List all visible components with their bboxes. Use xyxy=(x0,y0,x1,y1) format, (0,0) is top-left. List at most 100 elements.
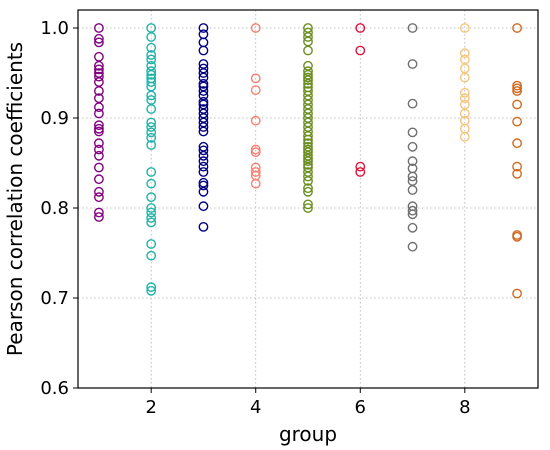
x-tick-label: 8 xyxy=(459,397,470,418)
data-point xyxy=(94,192,104,203)
data-point xyxy=(407,171,418,182)
data-point xyxy=(94,150,104,161)
data-point xyxy=(94,212,104,222)
x-axis-label: group xyxy=(279,422,337,446)
data-point xyxy=(94,186,104,197)
data-point xyxy=(459,93,470,104)
data-point xyxy=(407,98,418,109)
data-point xyxy=(512,138,522,149)
plot-frame xyxy=(77,9,539,389)
data-point xyxy=(198,156,209,167)
data-point xyxy=(94,123,104,134)
x-tick-label: 4 xyxy=(250,397,261,418)
data-point xyxy=(94,138,104,149)
series-group-6 xyxy=(355,23,366,177)
data-point xyxy=(94,86,104,96)
series-group-8 xyxy=(459,23,470,142)
data-point xyxy=(146,54,157,65)
data-point xyxy=(407,222,418,233)
data-point xyxy=(94,33,104,44)
data-point xyxy=(407,209,418,220)
data-point xyxy=(407,59,418,69)
data-point xyxy=(94,108,104,119)
data-point xyxy=(459,87,470,98)
y-tick-label: 0.8 xyxy=(40,198,69,219)
data-point xyxy=(303,134,313,145)
y-tick-label: 0.7 xyxy=(40,288,69,309)
data-point xyxy=(303,199,313,210)
data-point xyxy=(250,73,261,84)
data-point xyxy=(355,161,366,172)
series-group-3 xyxy=(198,23,209,232)
data-point xyxy=(250,85,261,96)
series-group-4 xyxy=(250,23,261,189)
data-point xyxy=(198,86,209,96)
data-point xyxy=(250,23,261,33)
data-point xyxy=(146,122,157,132)
data-point xyxy=(512,288,522,299)
data-point xyxy=(198,23,209,33)
data-point xyxy=(250,147,261,158)
data-point xyxy=(94,207,104,218)
data-point xyxy=(459,23,470,33)
data-point xyxy=(407,23,418,33)
data-point xyxy=(94,144,104,155)
data-point xyxy=(512,23,522,33)
data-point xyxy=(512,161,522,172)
data-point xyxy=(303,32,313,42)
data-point xyxy=(146,178,157,189)
x-tick-label: 6 xyxy=(355,397,366,418)
data-point xyxy=(94,37,104,48)
data-point xyxy=(303,159,313,170)
data-point xyxy=(146,132,157,143)
data-point xyxy=(198,161,209,172)
data-point xyxy=(146,117,157,128)
data-point xyxy=(512,83,522,94)
data-point xyxy=(355,23,366,33)
series-group-5 xyxy=(303,23,313,213)
data-point xyxy=(94,60,104,71)
data-point xyxy=(198,150,209,161)
data-point xyxy=(459,108,470,119)
data-point xyxy=(146,77,157,87)
data-point xyxy=(146,50,157,60)
data-point xyxy=(94,120,104,131)
data-point xyxy=(303,45,313,56)
data-point xyxy=(512,86,522,96)
data-point xyxy=(512,99,522,110)
data-point xyxy=(407,205,418,216)
data-point xyxy=(94,71,104,82)
data-point xyxy=(198,145,209,156)
y-tick-label: 1.0 xyxy=(40,18,69,39)
data-point xyxy=(459,48,470,59)
data-point xyxy=(250,144,261,155)
data-point xyxy=(94,174,104,185)
data-point xyxy=(198,201,209,212)
series-group-9 xyxy=(512,23,522,299)
data-point xyxy=(94,77,104,87)
data-point xyxy=(407,156,418,167)
series-group-7 xyxy=(407,23,418,252)
data-point xyxy=(459,123,470,134)
data-point xyxy=(146,104,157,114)
data-point xyxy=(146,69,157,80)
data-point xyxy=(146,42,157,53)
data-point xyxy=(146,32,157,42)
data-points xyxy=(94,23,522,299)
data-point xyxy=(198,186,209,197)
data-point xyxy=(146,127,157,138)
data-point xyxy=(198,167,209,177)
data-point xyxy=(198,45,209,56)
data-point xyxy=(303,186,313,197)
data-point xyxy=(198,180,209,191)
data-point xyxy=(512,116,522,127)
data-point xyxy=(355,45,366,56)
data-point xyxy=(303,171,313,182)
data-point xyxy=(146,285,157,296)
data-point xyxy=(146,212,157,223)
data-point xyxy=(303,183,313,194)
data-point xyxy=(459,72,470,83)
data-point xyxy=(146,207,157,218)
data-point xyxy=(94,51,104,62)
